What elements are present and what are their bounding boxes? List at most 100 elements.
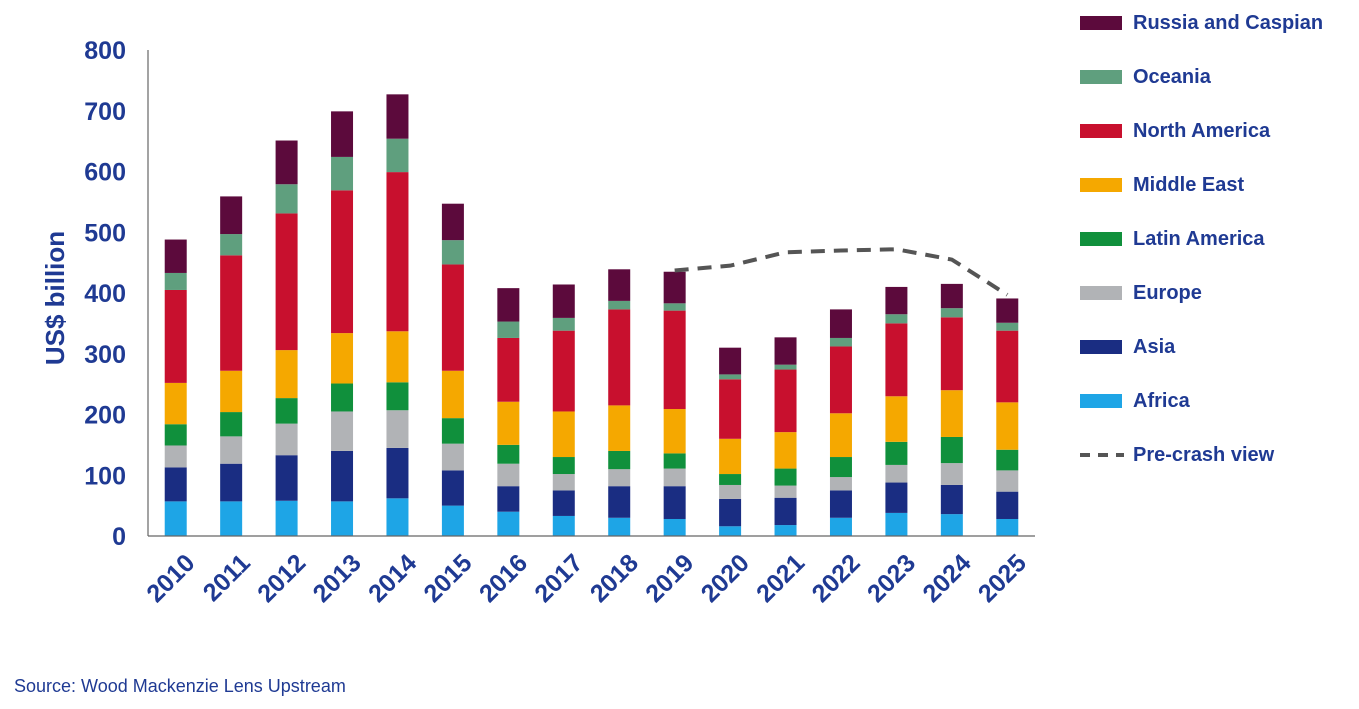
bar-segment <box>386 94 409 139</box>
bar-segment <box>386 331 409 383</box>
bar-segment <box>940 484 963 515</box>
bar-segment <box>441 264 464 371</box>
bar-segment <box>331 501 354 536</box>
bar-segment <box>552 457 575 475</box>
y-tick-label: 0 <box>112 523 126 551</box>
bar-segment <box>996 330 1019 403</box>
bar-segment <box>663 409 686 454</box>
legend-swatch <box>1080 340 1122 354</box>
bar-segment <box>663 310 686 410</box>
bar-segment <box>719 374 742 380</box>
x-tick-label: 2014 <box>363 549 422 608</box>
bar-segment <box>719 498 742 527</box>
bar-segment <box>829 413 852 458</box>
x-tick-label: 2022 <box>807 549 866 608</box>
legend-swatch <box>1080 124 1122 138</box>
legend-label: Pre-crash view <box>1133 444 1275 466</box>
bar-segment <box>829 490 852 518</box>
bar-segment <box>663 303 686 311</box>
legend-label: Oceania <box>1133 66 1212 88</box>
bar-segment <box>220 196 243 235</box>
bar-segment <box>441 203 464 241</box>
bar-segment <box>386 498 409 536</box>
bar-segment <box>996 491 1019 519</box>
bar-segment <box>275 455 298 501</box>
bar-segment <box>829 457 852 478</box>
bar-segment <box>608 517 631 536</box>
bar-segment <box>275 423 298 456</box>
bar-segment <box>441 370 464 419</box>
bar-segment <box>774 485 797 498</box>
legend-swatch <box>1080 394 1122 408</box>
y-axis-label-group: US$ billion <box>40 231 70 365</box>
legend-label: Middle East <box>1133 174 1244 196</box>
bar-segment <box>996 322 1019 331</box>
bar-segment <box>331 156 354 191</box>
bar-segment <box>719 526 742 536</box>
y-axis-label: US$ billion <box>40 231 70 365</box>
bar-segment <box>164 272 187 290</box>
x-tick-label: 2020 <box>696 549 755 608</box>
bar-segment <box>829 346 852 414</box>
bar-segment <box>829 477 852 491</box>
bar-segment <box>663 271 686 304</box>
y-tick-label: 100 <box>84 462 126 490</box>
bar-segment <box>164 382 187 425</box>
bar-segment <box>552 474 575 491</box>
bar-segment <box>386 138 409 173</box>
x-tick-label: 2012 <box>252 549 311 608</box>
bar-segment <box>608 486 631 518</box>
bar-segment <box>497 337 520 402</box>
bar-segment <box>220 463 243 502</box>
bar-segment <box>275 213 298 351</box>
source-note: Source: Wood Mackenzie Lens Upstream <box>14 676 346 696</box>
y-tick-label: 600 <box>84 159 126 187</box>
bar-segment <box>441 418 464 444</box>
bar-segment <box>552 515 575 536</box>
bar-segment <box>331 383 354 412</box>
bar-segment <box>829 337 852 347</box>
bar-segment <box>996 298 1019 323</box>
legend-swatch <box>1080 232 1122 246</box>
bar-segment <box>608 405 631 451</box>
pre-crash-view-line <box>674 247 1009 297</box>
bar-segment <box>719 347 742 375</box>
bar-segment <box>220 370 243 413</box>
y-tick-label: 800 <box>84 37 126 65</box>
legend-swatch <box>1080 286 1122 300</box>
bar-segment <box>774 525 797 536</box>
bar-segment <box>996 518 1019 536</box>
bar-segment <box>829 517 852 536</box>
bar-segment <box>552 284 575 318</box>
bar-segment <box>386 447 409 499</box>
bar-segment <box>885 286 908 315</box>
bar-segment <box>940 308 963 318</box>
y-tick-label: 500 <box>84 219 126 247</box>
bar-segment <box>996 470 1019 492</box>
bar-segment <box>164 424 187 446</box>
bar-segment <box>885 441 908 465</box>
x-tick-label: 2015 <box>418 549 477 608</box>
bar-segment <box>497 463 520 487</box>
bar-segment <box>885 482 908 513</box>
x-tick-label: 2023 <box>862 549 921 608</box>
bar-segment <box>774 468 797 486</box>
bar-segment <box>996 402 1019 450</box>
bar-segment <box>885 396 908 442</box>
bar-segment <box>719 438 742 475</box>
bar-segment <box>940 463 963 485</box>
bar-segment <box>441 505 464 536</box>
x-tick-label: 2021 <box>751 549 810 608</box>
bar-segment <box>940 436 963 464</box>
bar-segment <box>552 490 575 516</box>
legend-swatch <box>1080 178 1122 192</box>
x-tick-label: 2019 <box>640 549 699 608</box>
bar-segment <box>663 518 686 536</box>
bar-segment <box>275 140 298 185</box>
bar-segment <box>386 172 409 332</box>
bar-segment <box>220 234 243 256</box>
bar-segment <box>275 350 298 399</box>
bar-segment <box>719 379 742 439</box>
legend-label: Latin America <box>1133 228 1265 250</box>
